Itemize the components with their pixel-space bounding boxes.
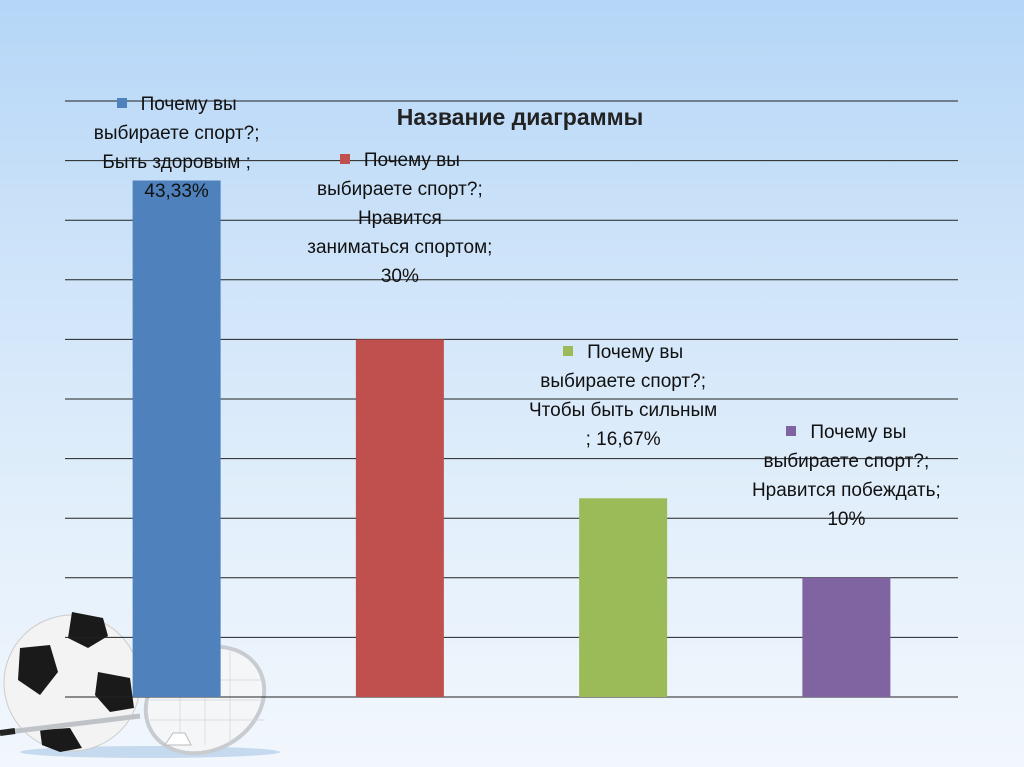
- data-label-1: Почему вы выбираете спорт?; Быть здоровы…: [82, 90, 272, 206]
- legend-marker: [786, 426, 797, 436]
- data-label-text: Почему вы выбираете спорт?; Нравится зан…: [307, 150, 493, 287]
- bar-1: [132, 180, 221, 697]
- bar-2: [355, 339, 444, 697]
- chart-title: Название диаграммы: [396, 104, 644, 130]
- legend-marker: [116, 98, 127, 108]
- legend-marker: [563, 346, 574, 356]
- data-label-2: Почему вы выбираете спорт?; Нравится зан…: [305, 146, 495, 291]
- data-label-text: Почему вы выбираете спорт?; Чтобы быть с…: [528, 342, 718, 450]
- data-label-text: Почему вы выбираете спорт?; Быть здоровы…: [93, 94, 260, 202]
- data-label-3: Почему вы выбираете спорт?; Чтобы быть с…: [528, 338, 718, 454]
- bars: [132, 180, 891, 697]
- data-label-text: Почему вы выбираете спорт?; Нравится поб…: [751, 422, 941, 530]
- bar-4: [802, 577, 891, 697]
- bar-3: [579, 498, 668, 697]
- data-label-4: Почему вы выбираете спорт?; Нравится поб…: [751, 418, 941, 534]
- legend-marker: [339, 154, 350, 164]
